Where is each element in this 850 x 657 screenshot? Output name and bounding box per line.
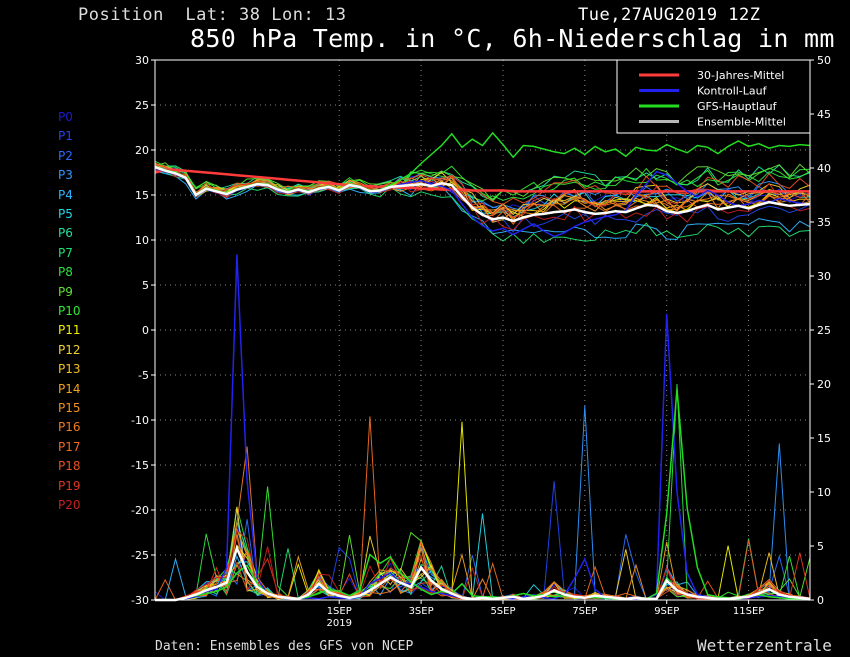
member-label: P3 [58,168,73,183]
legend-label: GFS-Hauptlauf [697,100,778,113]
y-left-tick-label: -15 [131,459,149,472]
member-precip-line [154,416,811,601]
x-tick-label: 11SEP [733,606,764,617]
member-label: P4 [58,187,73,202]
y-right-tick-label: 15 [817,432,831,445]
y-right-tick-label: 20 [817,378,831,391]
member-temp-line [154,162,811,202]
member-label: P1 [58,129,73,144]
ensemble-mean-precip-line [155,544,811,602]
y-right-tick-label: 10 [817,486,831,499]
member-label: P6 [58,226,73,241]
y-left-tick-label: 5 [142,279,149,292]
lon-label: Lon: 13 [271,5,347,25]
y-left-tick-label: 20 [135,144,149,157]
y-right-tick-label: 35 [817,216,831,229]
y-left-tick-label: -25 [131,549,149,562]
lat-label: Lat: 38 [185,5,261,25]
y-left-tick-label: -10 [131,414,149,427]
run-date: Tue,27AUG2019 12Z [578,5,761,25]
y-right-tick-label: 0 [817,594,824,607]
y-left-tick-label: -20 [131,504,149,517]
y-left-tick-label: 30 [135,54,149,67]
x-tick-label: 9SEP [654,606,679,617]
member-label: P18 [58,459,81,474]
member-label: P15 [58,401,81,415]
member-label: P9 [58,284,73,299]
y-left-tick-label: 10 [135,234,149,247]
legend-label: Ensemble-Mittel [697,116,786,129]
y-left-tick-label: 0 [142,324,149,337]
legend-label: 30-Jahres-Mittel [697,69,784,82]
member-label: P16 [58,420,81,435]
member-label: P10 [58,304,81,318]
climatology-line [154,168,810,193]
member-label: P2 [58,148,73,163]
y-left-tick-label: 25 [135,99,149,112]
y-left-tick-label: -5 [138,369,149,382]
y-right-tick-label: 45 [817,108,831,121]
brand-label: Wetterzentrale [697,636,832,655]
y-right-tick-label: 40 [817,162,831,175]
member-label: P7 [58,245,73,260]
member-label: P8 [58,265,73,280]
position-label: Position [78,5,164,25]
y-right-tick-label: 50 [817,54,831,67]
y-left-tick-label: 15 [135,189,149,202]
member-label: P14 [58,381,81,396]
plot-frame [154,59,811,601]
x-tick-label: 1SEP [327,606,352,617]
member-label: P12 [58,342,81,357]
y-right-tick-label: 5 [817,540,824,553]
member-label: P0 [58,110,73,124]
legend-label: Kontroll-Lauf [697,85,768,98]
y-right-tick-label: 30 [817,270,831,283]
member-label: P13 [58,362,81,377]
y-left-tick-label: -30 [131,594,149,607]
member-label: P20 [58,498,81,512]
x-tick-label: 5SEP [490,606,515,617]
chart-title: 850 hPa Temp. in °C, 6h-Niederschlag in … [190,24,835,53]
member-temp-line [154,164,811,205]
x-tick-sublabel: 2019 [326,618,351,629]
data-source: Daten: Ensembles des GFS von NCEP [155,639,414,654]
y-right-tick-label: 25 [817,324,831,337]
member-temp-line [154,165,811,215]
x-tick-label: 7SEP [572,606,597,617]
member-temp-line [154,170,811,245]
x-tick-label: 3SEP [409,606,434,617]
member-label: P11 [58,323,81,338]
control-precip-line [155,254,810,601]
position-header: Position Lat: 38 Lon: 13 [78,5,346,25]
member-label: P17 [58,439,81,454]
ensemble-mean-temp-line [154,165,811,223]
member-label: P5 [58,207,73,221]
member-label: P19 [58,478,81,493]
